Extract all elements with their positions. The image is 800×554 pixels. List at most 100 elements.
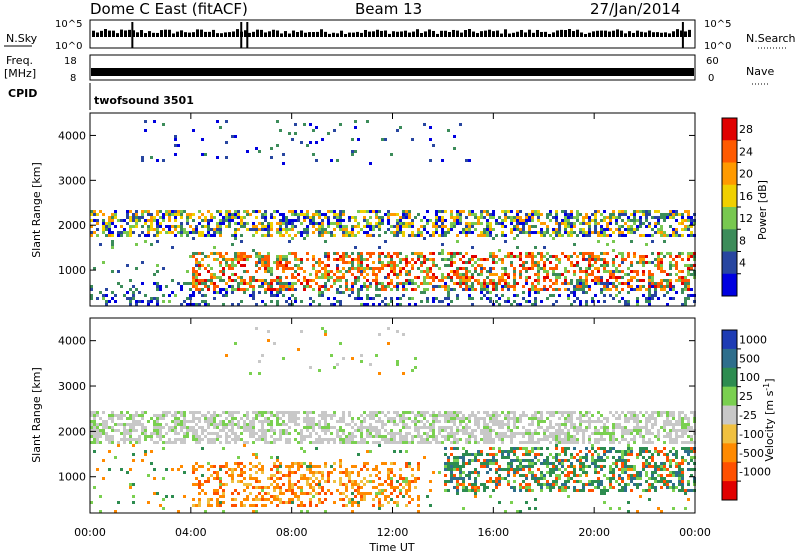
power-cell [537,270,540,273]
velocity-cell [483,465,486,468]
velocity-cell [294,417,297,420]
velocity-cell [540,426,543,429]
velocity-cell [549,420,552,423]
power-cell [303,219,306,222]
power-cell [177,231,180,234]
velocity-cell [333,426,336,429]
power-cell [282,234,285,237]
power-cell [387,264,390,267]
power-cell [339,123,342,126]
velocity-cell [414,357,417,360]
power-cell [297,231,300,234]
velocity-cell [540,489,543,492]
power-cell [441,210,444,213]
velocity-cell [420,426,423,429]
power-cell [327,210,330,213]
power-cell [609,216,612,219]
velocity-cell [402,480,405,483]
velocity-cell [585,420,588,423]
power-cell [312,300,315,303]
velocity-cell [396,330,399,333]
velocity-cell [492,489,495,492]
power-cell [657,255,660,258]
power-cell [270,222,273,225]
velocity-cell [531,477,534,480]
velocity-cell [198,486,201,489]
velocity-cell [357,429,360,432]
power-cell [648,210,651,213]
power-cell [672,264,675,267]
nsky-bar [252,31,255,37]
power-cell [528,288,531,291]
velocity-cell [255,486,258,489]
velocity-cell [399,468,402,471]
power-cell [486,225,489,228]
power-cell [480,213,483,216]
velocity-cell [234,423,237,426]
velocity-cell [528,465,531,468]
velocity-cell [240,474,243,477]
velocity-cell [447,468,450,471]
velocity-cell [297,468,300,471]
velocity-cell [498,435,501,438]
velocity-cell [492,429,495,432]
power-cell [411,264,414,267]
power-cell [399,126,402,129]
power-cell [123,231,126,234]
velocity-cell [408,480,411,483]
power-cell [501,258,504,261]
velocity-cell [267,477,270,480]
velocity-cell [279,435,282,438]
velocity-cell [537,417,540,420]
power-cell [198,210,201,213]
velocity-cell [207,426,210,429]
velocity-cell [555,483,558,486]
power-cell [168,216,171,219]
power-cell [465,282,468,285]
velocity-cell [90,429,93,432]
power-cell [225,219,228,222]
power-cell [249,213,252,216]
velocity-cell [582,486,585,489]
velocity-cell [129,435,132,438]
power-cell [627,303,630,306]
power-cell [213,231,216,234]
power-cell [180,216,183,219]
velocity-cell [465,441,468,444]
velocity-cell [459,420,462,423]
power-cell [618,216,621,219]
velocity-cell [597,459,600,462]
power-cell [294,264,297,267]
power-cell [198,267,201,270]
power-cell [204,216,207,219]
velocity-cell [498,501,501,504]
power-cell [681,279,684,282]
power-cell [282,228,285,231]
nsearch-label: N.Search [746,32,796,45]
power-cell [285,282,288,285]
power-cell [645,243,648,246]
power-cell [204,219,207,222]
power-cell [441,243,444,246]
power-cell [273,279,276,282]
power-cell [111,231,114,234]
power-cell [225,210,228,213]
velocity-cell [564,489,567,492]
velocity-cell [558,489,561,492]
power-cell [267,252,270,255]
power-cell [513,300,516,303]
velocity-cell [219,504,222,507]
power-cell [513,228,516,231]
velocity-cell [528,471,531,474]
power-cell [513,276,516,279]
power-cell [438,252,441,255]
velocity-cell [519,420,522,423]
velocity-cell [552,486,555,489]
power-cell [252,249,255,252]
velocity-cell [93,432,96,435]
velocity-cell [273,486,276,489]
plot-title: Dome C East (fitACF) [90,0,248,18]
velocity-cell [129,486,132,489]
power-cell [534,255,537,258]
power-cell [195,288,198,291]
